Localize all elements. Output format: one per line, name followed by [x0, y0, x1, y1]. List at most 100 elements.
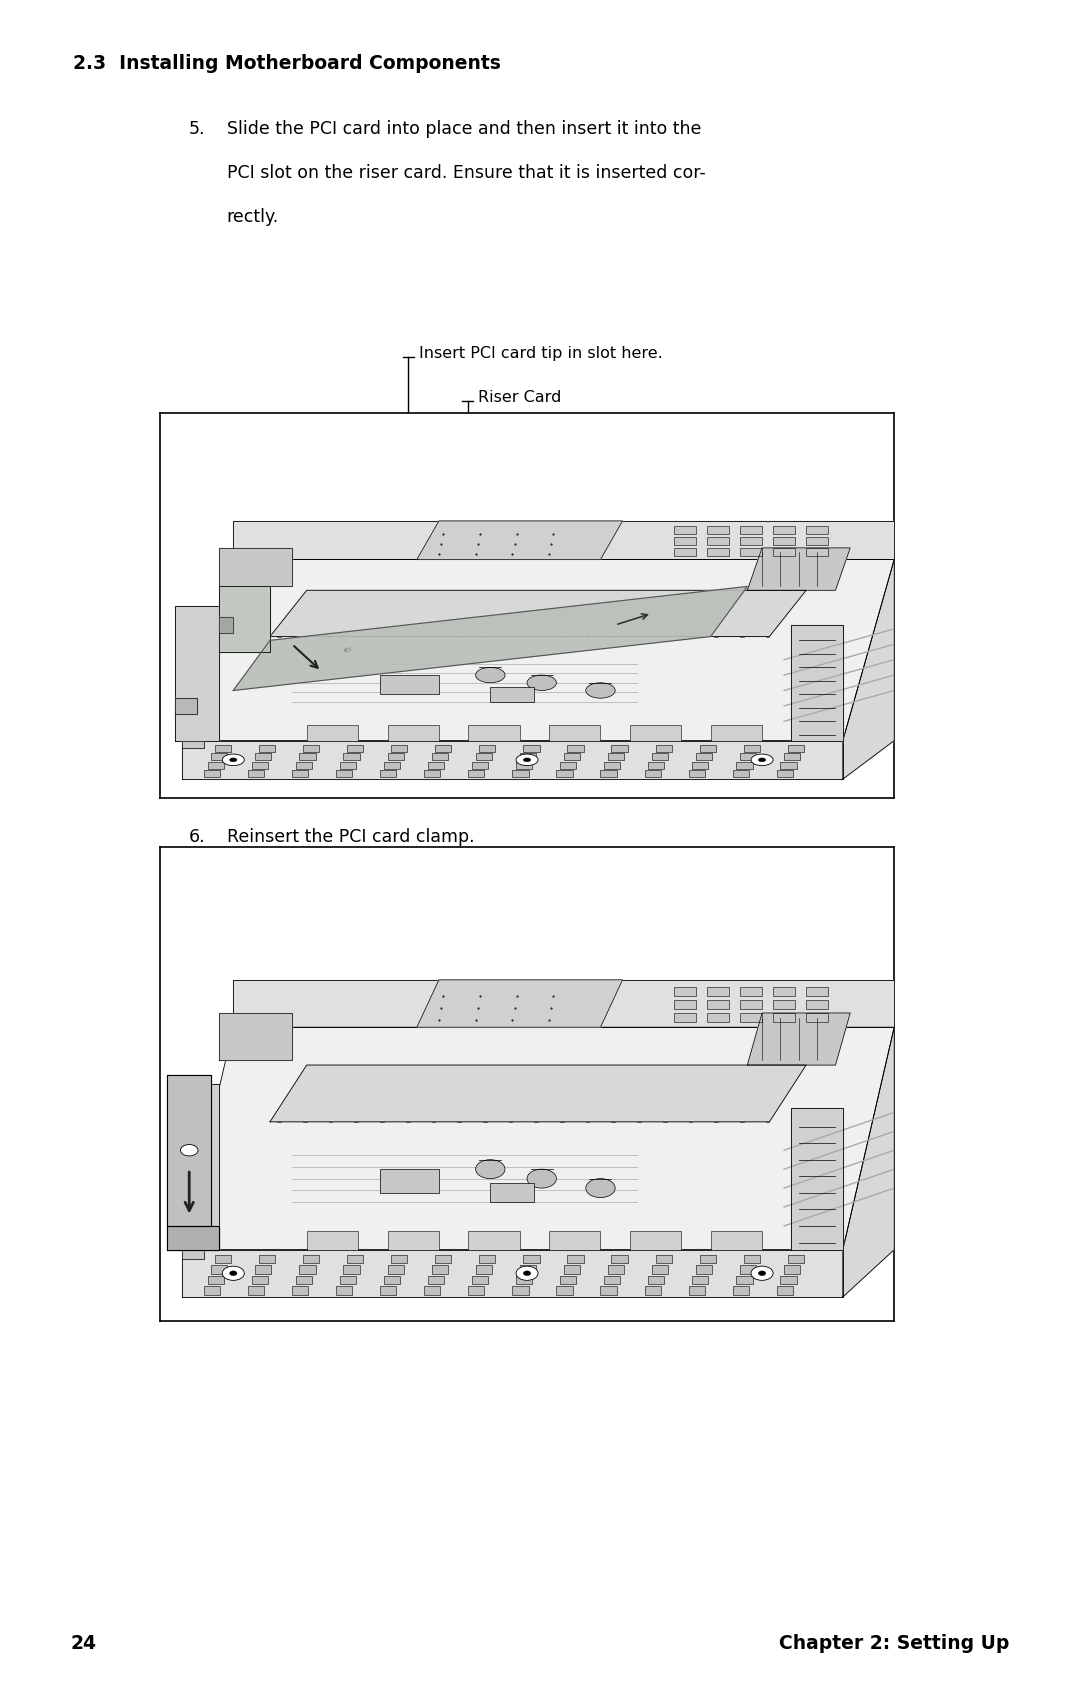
Bar	[303, 745, 320, 752]
Bar	[600, 770, 617, 777]
Bar	[347, 745, 363, 752]
Circle shape	[516, 755, 538, 767]
Circle shape	[524, 758, 530, 762]
Bar	[781, 762, 797, 768]
Bar	[740, 537, 762, 546]
Bar	[343, 753, 360, 760]
Polygon shape	[167, 1074, 212, 1226]
Polygon shape	[747, 1013, 850, 1066]
Bar	[432, 1265, 448, 1274]
Bar	[549, 1231, 600, 1250]
Polygon shape	[175, 606, 218, 741]
Text: PCI: PCI	[343, 647, 353, 654]
Bar	[787, 745, 804, 752]
Bar	[248, 770, 265, 777]
Bar	[692, 1275, 708, 1284]
Bar	[692, 762, 708, 768]
Bar	[248, 1287, 265, 1295]
Bar	[773, 986, 795, 997]
Polygon shape	[792, 625, 842, 741]
Bar	[480, 1255, 496, 1263]
Bar	[652, 753, 669, 760]
Bar	[252, 1275, 268, 1284]
Circle shape	[751, 1267, 773, 1280]
Polygon shape	[181, 1027, 894, 1250]
Polygon shape	[792, 1108, 842, 1250]
Circle shape	[585, 684, 616, 699]
Text: PCI slot on the riser card. Ensure that it is inserted cor-: PCI slot on the riser card. Ensure that …	[227, 164, 705, 182]
Bar	[806, 537, 828, 546]
Text: Chapter 2: Setting Up: Chapter 2: Setting Up	[780, 1633, 1010, 1652]
Bar	[806, 1000, 828, 1010]
Bar	[215, 745, 231, 752]
Bar	[512, 1287, 528, 1295]
Text: Insert PCI card tip in slot here.: Insert PCI card tip in slot here.	[419, 346, 663, 360]
Bar	[292, 1287, 308, 1295]
Bar	[611, 1255, 627, 1263]
Bar	[773, 1013, 795, 1024]
Circle shape	[475, 667, 505, 684]
Bar	[696, 1265, 712, 1274]
Bar	[340, 762, 356, 768]
Circle shape	[180, 1145, 198, 1157]
Bar	[472, 1275, 488, 1284]
Bar	[806, 1013, 828, 1024]
Bar	[388, 726, 438, 741]
Polygon shape	[842, 1027, 894, 1297]
Bar	[711, 726, 762, 741]
Bar	[561, 762, 577, 768]
Bar	[630, 726, 681, 741]
Text: Riser Card: Riser Card	[478, 390, 562, 404]
Bar	[475, 753, 491, 760]
Bar	[259, 1255, 275, 1263]
Polygon shape	[167, 1226, 218, 1250]
Bar	[732, 770, 748, 777]
Polygon shape	[218, 588, 270, 652]
Circle shape	[758, 1272, 766, 1275]
Bar	[784, 1265, 800, 1274]
Polygon shape	[747, 549, 850, 591]
Bar	[604, 762, 620, 768]
Polygon shape	[181, 561, 894, 741]
Bar	[707, 527, 729, 535]
Circle shape	[758, 758, 766, 762]
Bar	[259, 745, 275, 752]
Bar	[252, 762, 268, 768]
Bar	[336, 770, 352, 777]
Bar	[806, 549, 828, 556]
Bar	[564, 753, 580, 760]
Bar	[472, 762, 488, 768]
Bar	[424, 770, 441, 777]
Text: Reinsert the PCI card clamp.: Reinsert the PCI card clamp.	[227, 828, 474, 846]
Circle shape	[222, 1267, 244, 1280]
Bar	[391, 745, 407, 752]
Bar	[740, 1000, 762, 1010]
Bar	[512, 770, 528, 777]
Bar	[707, 986, 729, 997]
Bar	[773, 1000, 795, 1010]
Bar	[744, 1255, 760, 1263]
Bar	[777, 770, 793, 777]
Bar	[707, 1000, 729, 1010]
Bar	[645, 770, 661, 777]
Polygon shape	[218, 549, 292, 588]
Bar	[806, 527, 828, 535]
Bar	[428, 762, 444, 768]
Bar	[207, 762, 224, 768]
Polygon shape	[417, 522, 622, 561]
Bar	[296, 1275, 312, 1284]
Bar	[773, 537, 795, 546]
Bar	[204, 1287, 220, 1295]
Text: 2.3  Installing Motherboard Components: 2.3 Installing Motherboard Components	[73, 54, 501, 73]
Bar	[689, 770, 705, 777]
Bar	[567, 745, 583, 752]
Bar	[652, 1265, 669, 1274]
Polygon shape	[181, 741, 842, 780]
Bar	[380, 770, 396, 777]
Bar	[608, 753, 624, 760]
Bar	[480, 745, 496, 752]
Bar	[740, 1265, 756, 1274]
Circle shape	[516, 1267, 538, 1280]
Bar	[700, 1255, 716, 1263]
Polygon shape	[181, 1250, 204, 1260]
